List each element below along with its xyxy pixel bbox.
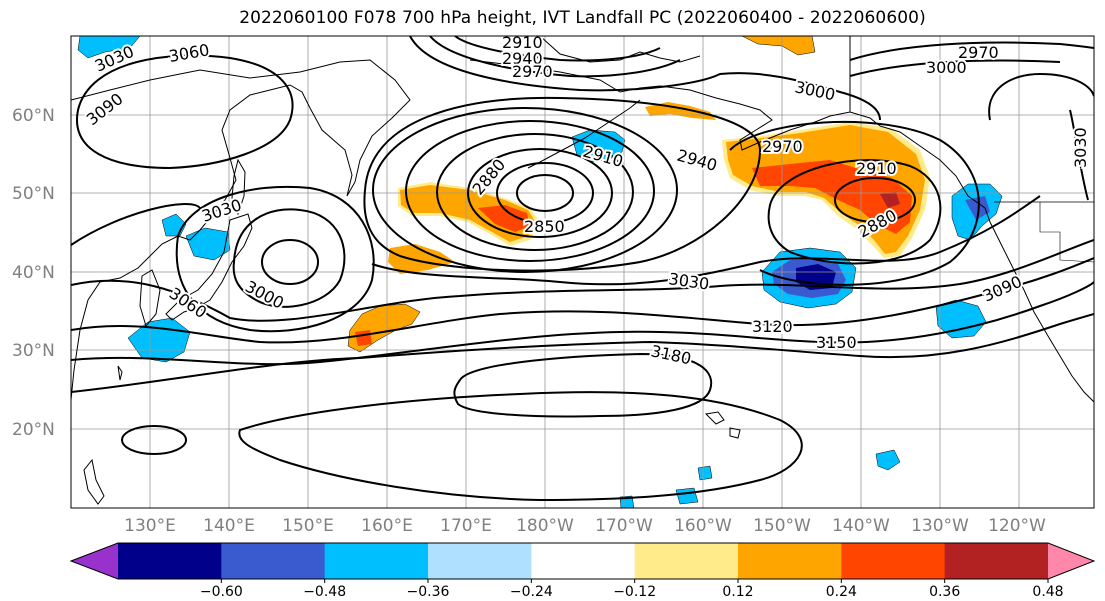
colorbar-segment	[944, 543, 1049, 579]
colorbar-segment	[324, 543, 429, 579]
lon-label: 130°E	[124, 516, 176, 536]
colorbar-segment	[221, 543, 326, 579]
colorbar-tick-label: 0.48	[1032, 584, 1063, 600]
lat-label: 60°N	[12, 106, 55, 126]
plot-frame	[70, 35, 1095, 509]
lon-label: 160°W	[674, 516, 732, 536]
contour-label: 3030	[667, 269, 710, 293]
colorbar-tick-label: −0.48	[303, 584, 346, 600]
colorbar-segment	[531, 543, 636, 579]
colorbar: −0.60 −0.48 −0.36 −0.24 −0.12 0.12 0.24 0.36 0.4…	[69, 542, 1096, 600]
lat-label: 20°N	[12, 420, 55, 440]
colorbar-tick-label: −0.60	[200, 584, 243, 600]
contour-label: 2970	[958, 43, 999, 62]
contour-label: 2970	[762, 137, 803, 156]
lon-label: 170°W	[595, 516, 653, 536]
lon-label: 130°W	[911, 516, 969, 536]
lon-label: 150°E	[282, 516, 334, 536]
contour-label: 2910	[502, 33, 543, 52]
colorbar-outline	[69, 542, 1096, 580]
colorbar-tick-label: 0.36	[929, 584, 960, 600]
contour-label: 2970	[512, 62, 553, 81]
lat-label: 40°N	[12, 263, 55, 283]
contour-label: 3150	[816, 333, 857, 352]
lon-label: 160°E	[361, 516, 413, 536]
colorbar-segment	[634, 543, 739, 579]
colorbar-segment	[738, 543, 842, 579]
coastlines	[71, 36, 1094, 505]
colorbar-tick-label: −0.12	[613, 584, 656, 600]
lon-label: 170°E	[440, 516, 492, 536]
colorbar-tick-label: −0.24	[510, 584, 553, 600]
colorbar-segment	[428, 543, 532, 579]
colorbar-tick-label: 0.24	[826, 584, 857, 600]
colorbar-segment	[118, 543, 222, 579]
plot-area: 3030 3060 3090 2910 2940 2970 3000 2970 …	[71, 33, 1094, 508]
colorbar-tick-label: −0.36	[407, 584, 450, 600]
contour-label: 3120	[752, 317, 793, 336]
lon-label: 140°E	[203, 516, 255, 536]
contour-label: 3000	[926, 58, 967, 77]
lon-label: 140°W	[832, 516, 890, 536]
colorbar-segment	[841, 543, 946, 579]
lat-label: 50°N	[12, 184, 55, 204]
lat-axis: 60°N 50°N 40°N 30°N 20°N	[12, 106, 55, 440]
lat-label: 30°N	[12, 341, 55, 361]
contour-label: 3030	[1071, 127, 1090, 168]
contour-label: 2940	[502, 49, 543, 68]
colorbar-extend-high	[1048, 543, 1094, 579]
height-contours	[71, 36, 1094, 502]
contour-label: 2850	[524, 217, 565, 236]
map-title: 2022060100 F078 700 hPa height, IVT Land…	[239, 8, 926, 28]
lon-label: 180°W	[516, 516, 574, 536]
contour-label: 2910	[856, 159, 897, 178]
colorbar-tick-label: 0.12	[722, 584, 753, 600]
lon-label: 120°W	[988, 516, 1046, 536]
lon-axis: 130°E 140°E 150°E 160°E 170°E 180°W 170°…	[124, 516, 1046, 536]
lon-label: 150°W	[753, 516, 811, 536]
colorbar-extend-low	[71, 543, 118, 579]
